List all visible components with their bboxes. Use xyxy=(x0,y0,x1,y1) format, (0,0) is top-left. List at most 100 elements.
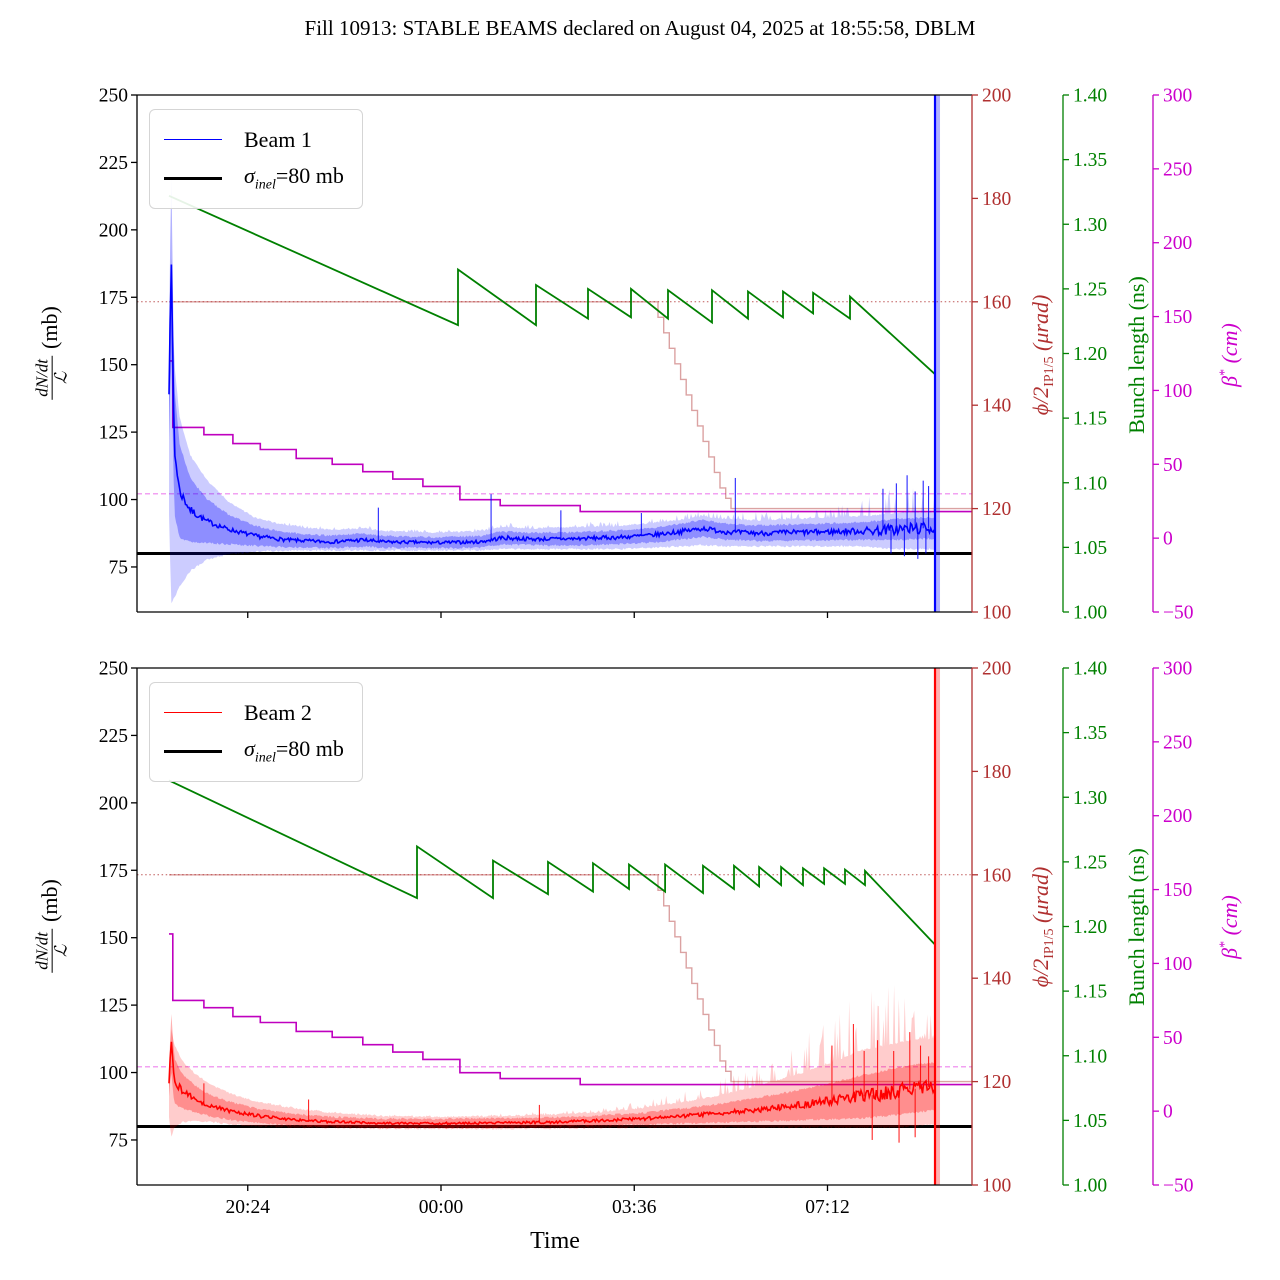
bunch-length-tick-label: 1.25 xyxy=(1073,852,1107,873)
crossing-angle-tick-label: 160 xyxy=(982,865,1011,886)
beta-star-tick-label: 200 xyxy=(1163,233,1192,254)
left-tick-label: 150 xyxy=(99,355,128,376)
beam-series xyxy=(168,1041,936,1126)
legend-row-sigma: σinel=80 mb xyxy=(164,732,344,771)
beta-star-series xyxy=(169,933,973,1086)
crossing-angle-tick-label: 100 xyxy=(982,1176,1011,1197)
left-tick-label: 200 xyxy=(99,793,128,814)
bunch-length-tick-label: 1.30 xyxy=(1073,788,1107,809)
left-tick-label: 75 xyxy=(109,557,129,578)
dndt-fraction: dN/dt ℒ xyxy=(33,355,71,400)
legend-beam1: Beam 1 σinel=80 mb xyxy=(149,109,363,209)
bunch-length-tick-label: 1.40 xyxy=(1073,659,1107,680)
left-tick-label: 175 xyxy=(99,288,128,309)
bunch-length-axis-label-top: Bunch length (ns) xyxy=(1124,276,1149,434)
left-tick-label: 200 xyxy=(99,220,128,241)
beam-uncertainty-band-outer xyxy=(169,258,935,604)
bunch-length-tick-label: 1.10 xyxy=(1073,473,1107,494)
left-tick-label: 250 xyxy=(99,86,128,107)
bunch-length-tick-label: 1.35 xyxy=(1073,150,1107,171)
left-tick-label: 175 xyxy=(99,861,128,882)
beta-star-tick-label: 0 xyxy=(1163,529,1173,550)
x-tick-label: 00:00 xyxy=(419,1197,463,1218)
legend-beam2: Beam 2 σinel=80 mb xyxy=(149,682,363,782)
dndt-fraction: dN/dt ℒ xyxy=(33,928,71,973)
bunch-length-tick-label: 1.25 xyxy=(1073,279,1107,300)
legend-row-beam2: Beam 2 xyxy=(164,693,344,732)
beta-star-tick-label: 200 xyxy=(1163,806,1192,827)
crossing-angle-series xyxy=(169,301,973,510)
crossing-angle-series xyxy=(169,874,973,1083)
beta-star-tick-label: 300 xyxy=(1163,659,1192,680)
left-tick-label: 125 xyxy=(99,996,128,1017)
legend-row-beam1: Beam 1 xyxy=(164,120,344,159)
beta-star-tick-label: 150 xyxy=(1163,880,1192,901)
bunch-length-tick-label: 1.30 xyxy=(1073,215,1107,236)
left-axis-label-top: dN/dt ℒ (mb) xyxy=(33,306,71,400)
left-tick-label: 250 xyxy=(99,659,128,680)
crossing-angle-tick-label: 180 xyxy=(982,189,1011,210)
figure-title: Fill 10913: STABLE BEAMS declared on Aug… xyxy=(304,16,976,40)
bunch-length-tick-label: 1.00 xyxy=(1073,1176,1107,1197)
x-tick-label: 07:12 xyxy=(805,1197,849,1218)
bunch-length-tick-label: 1.15 xyxy=(1073,409,1107,430)
bunch-length-tick-label: 1.40 xyxy=(1073,86,1107,107)
left-tick-label: 100 xyxy=(99,490,128,511)
bunch-length-tick-label: 1.05 xyxy=(1073,1111,1107,1132)
legend-row-sigma: σinel=80 mb xyxy=(164,159,344,198)
bunch-length-axis-label-bottom: Bunch length (ns) xyxy=(1124,848,1149,1006)
sigma-line-sample xyxy=(164,177,222,180)
beta-star-tick-label: 250 xyxy=(1163,159,1192,180)
sigma-label: σinel=80 mb xyxy=(244,736,344,766)
beta-star-tick-label: 100 xyxy=(1163,954,1192,975)
crossing-angle-tick-label: 200 xyxy=(982,659,1011,680)
left-axis-label-bottom: dN/dt ℒ (mb) xyxy=(33,879,71,973)
beta-star-tick-label: 50 xyxy=(1163,455,1183,476)
beta-star-tick-label: −50 xyxy=(1163,1176,1194,1197)
crossing-angle-axis-label-top: ϕ/2IP1/5 (μrad) xyxy=(1027,294,1058,416)
crossing-angle-tick-label: 120 xyxy=(982,1072,1011,1093)
bunch-length-tick-label: 1.15 xyxy=(1073,982,1107,1003)
beta-star-axis-label-top: β* (cm) xyxy=(1217,323,1242,387)
beta-star-tick-label: 150 xyxy=(1163,307,1192,328)
bunch-length-tick-label: 1.20 xyxy=(1073,917,1107,938)
beam-series xyxy=(168,264,936,546)
crossing-angle-tick-label: 100 xyxy=(982,603,1011,624)
crossing-angle-tick-label: 120 xyxy=(982,499,1011,520)
crossing-angle-axis-label-bottom: ϕ/2IP1/5 (μrad) xyxy=(1027,866,1058,988)
x-axis-label: Time xyxy=(530,1228,580,1254)
bunch-length-series xyxy=(168,779,936,946)
crossing-angle-tick-label: 160 xyxy=(982,292,1011,313)
left-tick-label: 125 xyxy=(99,423,128,444)
sigma-label: σinel=80 mb xyxy=(244,163,344,193)
left-tick-label: 225 xyxy=(99,153,128,174)
crossing-angle-tick-label: 180 xyxy=(982,762,1011,783)
beta-star-series xyxy=(169,360,973,513)
crossing-angle-tick-label: 140 xyxy=(982,396,1011,417)
x-tick-label: 20:24 xyxy=(226,1197,271,1218)
left-tick-label: 75 xyxy=(109,1130,129,1151)
beam-uncertainty-band-inner xyxy=(169,1013,935,1129)
bunch-length-tick-label: 1.10 xyxy=(1073,1046,1107,1067)
beta-star-tick-label: 100 xyxy=(1163,381,1192,402)
bunch-length-tick-label: 1.20 xyxy=(1073,344,1107,365)
bunch-length-tick-label: 1.35 xyxy=(1073,723,1107,744)
beta-star-tick-label: −50 xyxy=(1163,603,1194,624)
beta-star-tick-label: 250 xyxy=(1163,732,1192,753)
beam-uncertainty-band-outer xyxy=(169,985,935,1137)
sigma-line-sample xyxy=(164,750,222,753)
crossing-angle-tick-label: 200 xyxy=(982,86,1011,107)
x-tick-label: 03:36 xyxy=(612,1197,657,1218)
beta-star-tick-label: 50 xyxy=(1163,1028,1183,1049)
bunch-length-tick-label: 1.00 xyxy=(1073,603,1107,624)
left-tick-label: 225 xyxy=(99,726,128,747)
left-tick-label: 100 xyxy=(99,1063,128,1084)
beta-star-axis-label-bottom: β* (cm) xyxy=(1217,895,1242,959)
beam2-line-sample xyxy=(164,712,222,713)
beam-uncertainty-band-inner xyxy=(169,174,935,550)
beam1-label: Beam 1 xyxy=(244,126,312,152)
bunch-length-series xyxy=(168,194,936,375)
beta-star-tick-label: 300 xyxy=(1163,86,1192,107)
